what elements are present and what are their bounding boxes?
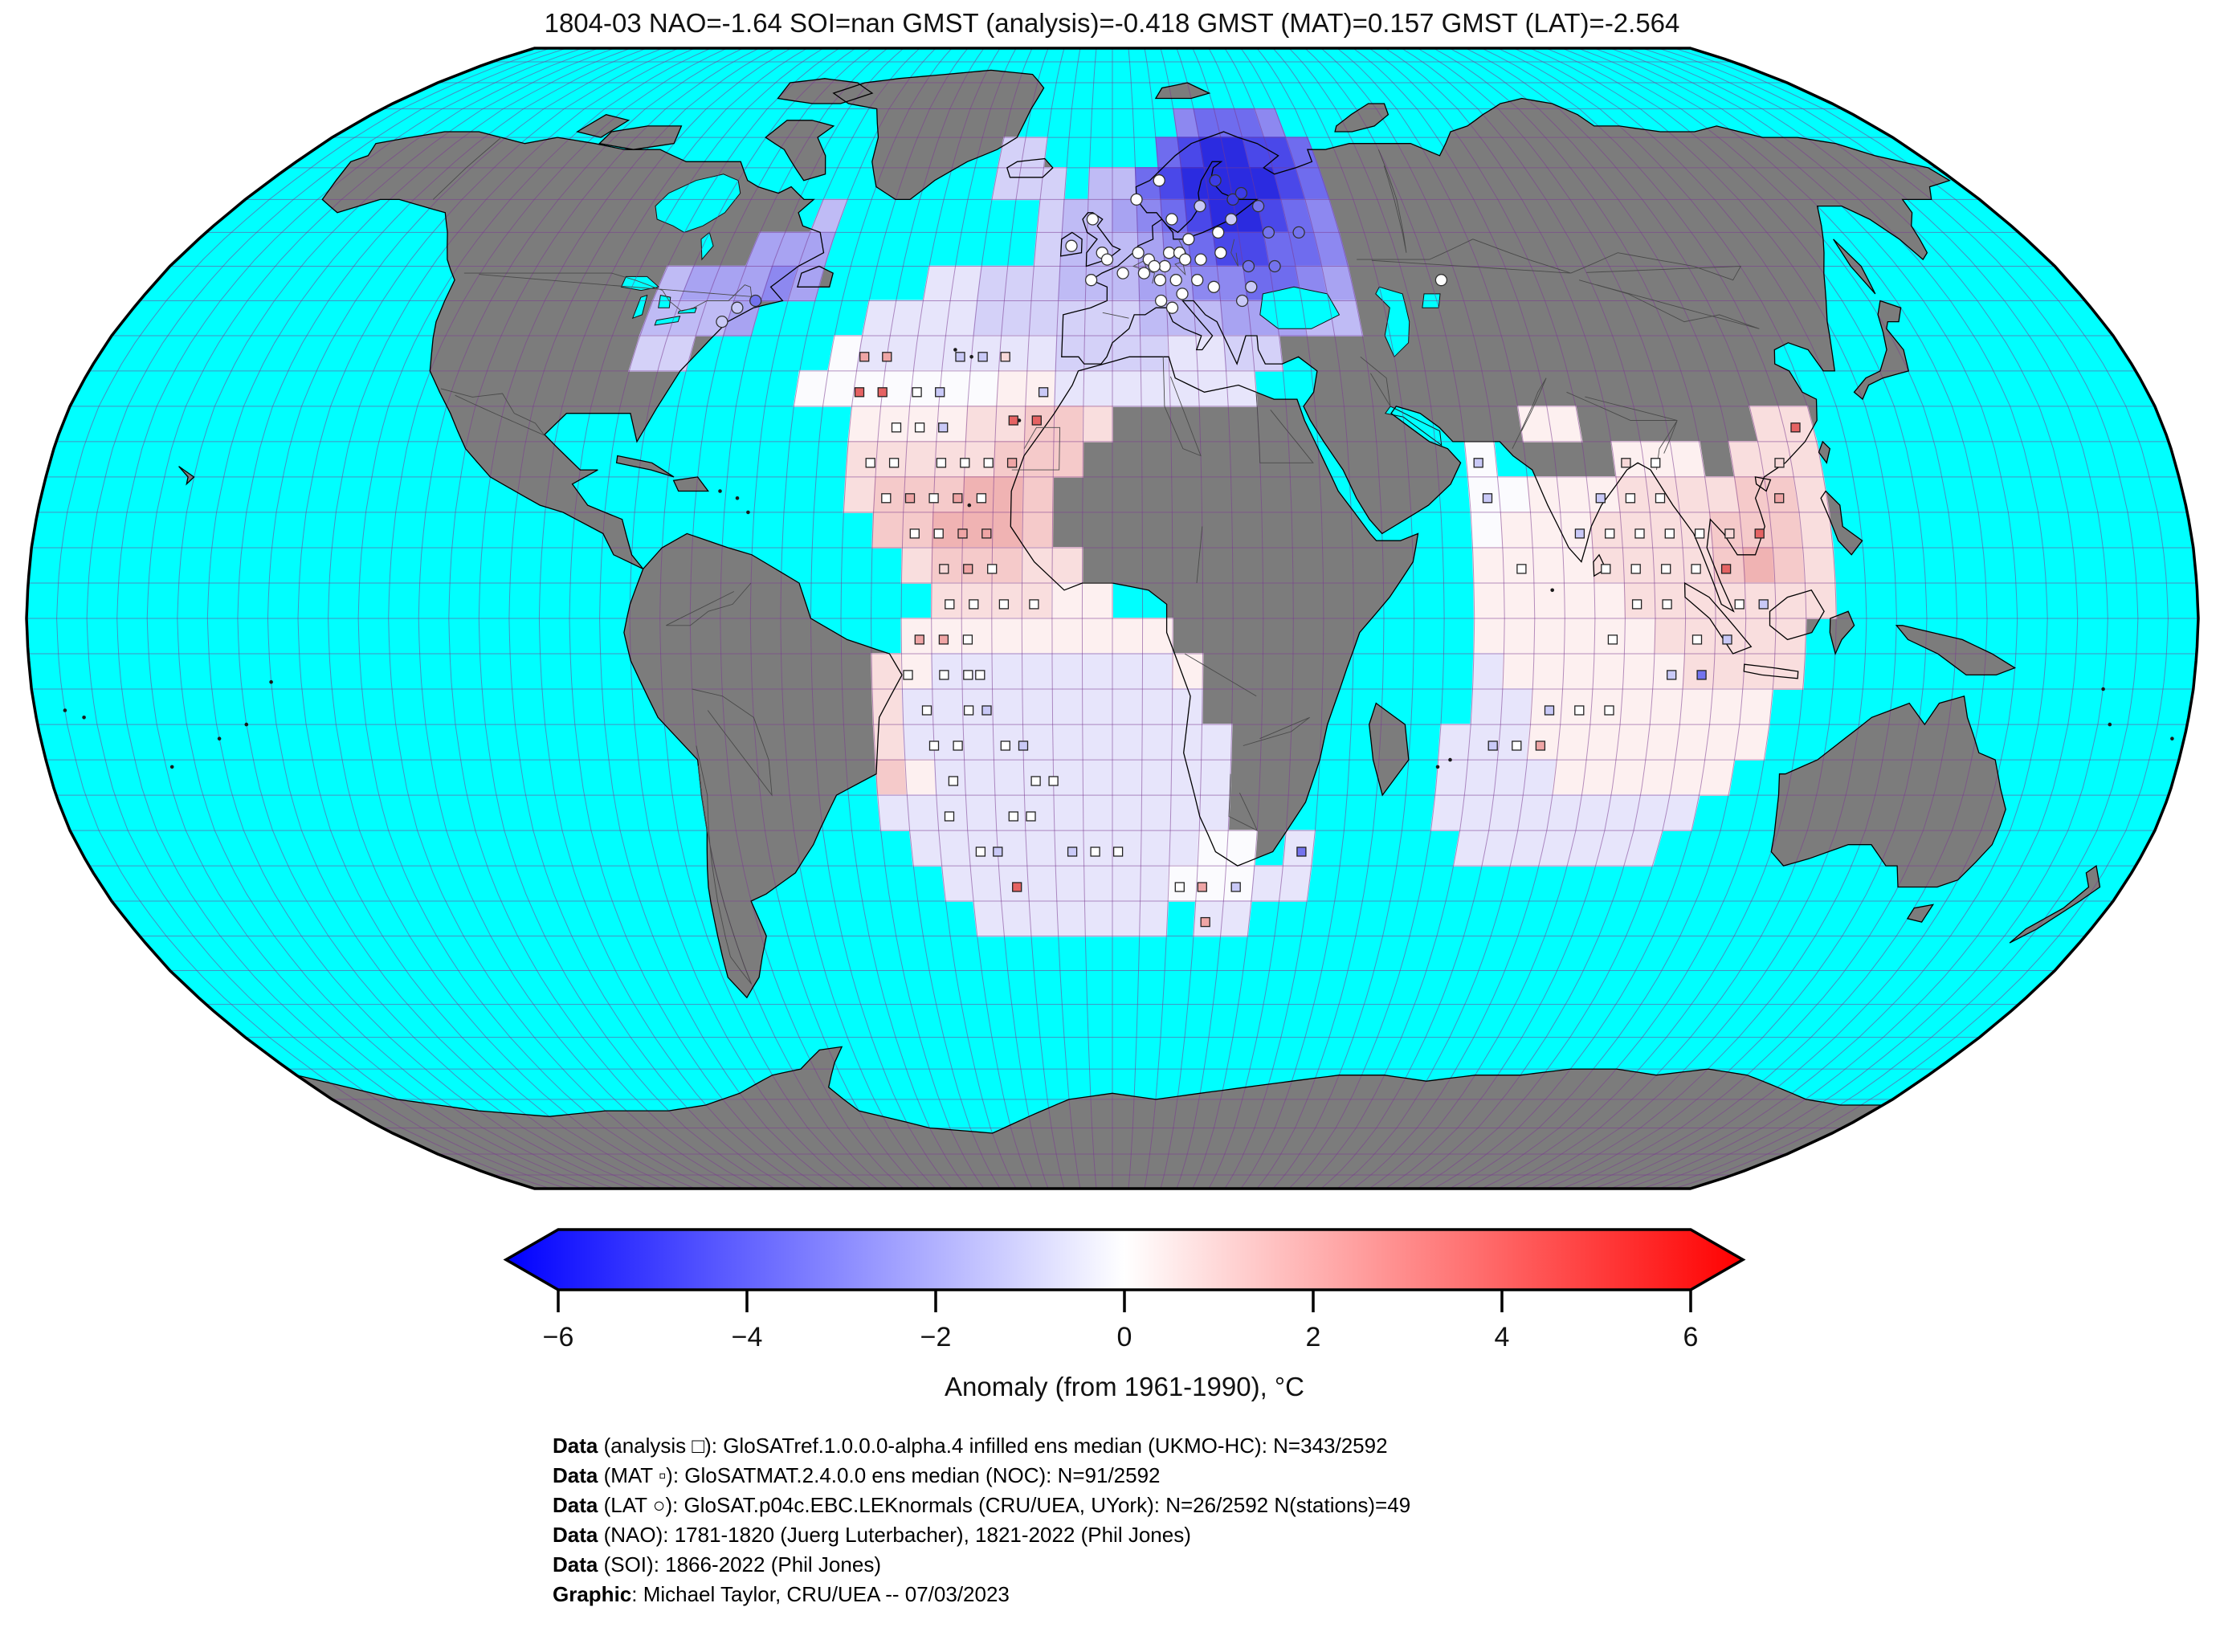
colorbar-tick-label: 2 — [1306, 1322, 1321, 1352]
attribution-line: Data (NAO): 1781-1820 (Juerg Luterbacher… — [553, 1523, 1191, 1547]
colorbar-tick-label: 0 — [1117, 1322, 1132, 1352]
colorbar-axis-label: Anomaly (from 1961-1990), °C — [945, 1372, 1304, 1401]
attribution-line: Data (SOI): 1866-2022 (Phil Jones) — [553, 1552, 881, 1577]
colorbar-gradient-bar — [503, 1228, 1746, 1291]
chart-title: 1804-03 NAO=-1.64 SOI=nan GMST (analysis… — [544, 8, 1680, 38]
colorbar-tick-label: 6 — [1683, 1322, 1699, 1352]
attribution-line: Data (analysis □): GloSATref.1.0.0.0-alp… — [553, 1434, 1388, 1458]
colorbar-tick-label: 4 — [1495, 1322, 1510, 1352]
colorbar-tick-label: −2 — [920, 1322, 952, 1352]
attribution-line: Data (MAT ▫): GloSATMAT.2.4.0.0 ens medi… — [553, 1463, 1161, 1487]
attribution-line: Data (LAT ○): GloSAT.p04c.EBC.LEKnormals… — [553, 1493, 1411, 1517]
attribution-block: Data (analysis □): GloSATref.1.0.0.0-alp… — [553, 1431, 1410, 1609]
colorbar-tick-label: −4 — [732, 1322, 763, 1352]
colorbar-tick-label: −6 — [543, 1322, 574, 1352]
colorbar-ticks — [557, 1290, 1692, 1312]
attribution-line: Graphic: Michael Taylor, CRU/UEA -- 07/0… — [553, 1582, 1010, 1606]
